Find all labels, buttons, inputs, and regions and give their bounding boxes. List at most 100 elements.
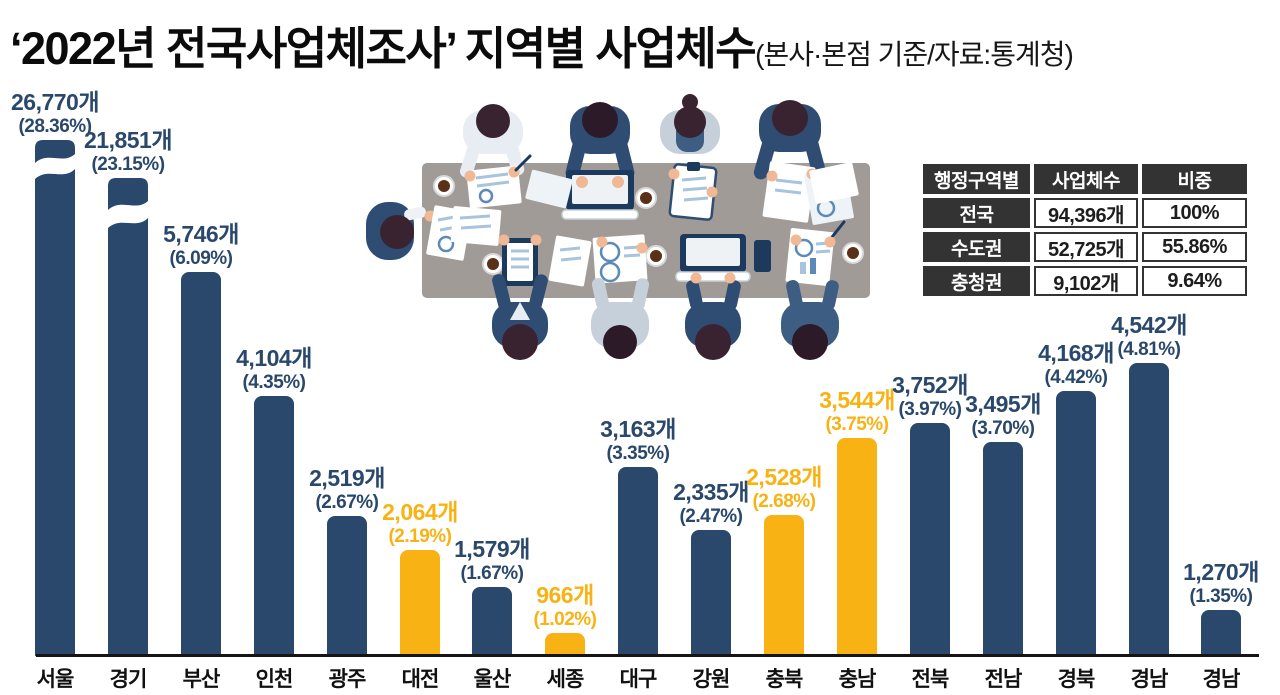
bar-percent: (2.68%): [752, 491, 816, 512]
bar-value: 3,495개: [965, 391, 1041, 417]
axis-label-경기: 경기: [109, 668, 148, 691]
bar-value: 26,770개: [10, 89, 100, 115]
bar-value: 21,851개: [83, 127, 173, 153]
bar-value: 3,544개: [819, 387, 895, 413]
bar-label-강원: 2,335개 (2.47%): [646, 479, 776, 528]
table-row-label: 수도권: [923, 232, 1030, 262]
axis-label-울산: 울산: [473, 668, 512, 691]
coffee-cup-icon: [433, 175, 864, 275]
summary-table: 행정구역별 사업체수 비중 전국 94,396개 100% 수도권 52,725개 55.86%…: [923, 164, 1247, 296]
clipboard-icon: [668, 162, 718, 221]
bar-value: 5,746개: [163, 221, 239, 247]
axis-label-충북: 충북: [765, 668, 804, 691]
axis-label-충남: 충남: [838, 668, 877, 691]
bar-label-대전: 2,064개 (2.19%): [355, 499, 485, 548]
bar-label-충남: 3,544개 (3.75%): [792, 387, 922, 436]
bar-label-전북: 3,752개 (3.97%): [865, 372, 995, 421]
bar-전북: [910, 423, 950, 656]
bar-label-세종: 966개 (1.02%): [500, 582, 630, 631]
person-icon: [492, 234, 548, 360]
bar-percent: (6.09%): [169, 248, 233, 269]
bar-percent: (4.35%): [242, 372, 306, 393]
bar-경남: [1201, 610, 1241, 656]
bar-광주: [327, 516, 367, 656]
bar-percent: (1.67%): [460, 563, 524, 584]
person-icon: [591, 234, 650, 359]
bar-label-인천: 4,104개 (4.35%): [209, 345, 339, 394]
table-row-share: 9.64%: [1142, 266, 1247, 296]
bar-value: 2,528개: [746, 464, 822, 490]
table-row-share: 55.86%: [1142, 232, 1247, 262]
bar-value: 2,335개: [673, 479, 749, 505]
bar-percent: (4.81%): [1117, 339, 1181, 360]
bar-value: 4,104개: [236, 345, 312, 371]
bar-강원: [691, 530, 731, 656]
axis-label-부산: 부산: [182, 668, 221, 691]
person-icon: [366, 202, 472, 261]
axis-label-인천: 인천: [255, 668, 294, 691]
person-icon: [561, 102, 639, 220]
bar-label-울산: 1,579개 (1.67%): [427, 536, 557, 585]
bar-percent: (3.75%): [825, 414, 889, 435]
bar-percent: (2.47%): [679, 506, 743, 527]
bar-percent: (3.70%): [971, 418, 1035, 439]
bar-value: 2,064개: [382, 499, 458, 525]
bar-충북: [764, 515, 804, 656]
axis-label-전남: 전남: [984, 668, 1023, 691]
axis-label-경북: 경북: [1057, 668, 1096, 691]
bar-충남: [837, 438, 877, 656]
person-icon: [459, 104, 532, 209]
x-axis-line: [36, 654, 1259, 657]
bar-label-경남: 1,270개 (1.35%): [1156, 559, 1280, 608]
table-header-1: 사업체수: [1034, 164, 1138, 194]
bar-울산: [472, 587, 512, 656]
bar-경북: [1056, 391, 1096, 656]
axis-label-대구: 대구: [619, 668, 658, 691]
person-icon: [675, 234, 771, 360]
bar-대구: [618, 467, 658, 656]
person-icon: [781, 220, 846, 360]
title-main-text: ‘2022년 전국사업체조사’ 지역별 사업체수: [10, 23, 757, 74]
bar-percent: (1.02%): [533, 609, 597, 630]
bar-서울: [35, 140, 75, 656]
axis-label-전북: 전북: [911, 668, 950, 691]
bar-인천: [254, 396, 294, 656]
axis-label-세종: 세종: [546, 668, 585, 691]
table-row-count: 9,102개: [1034, 266, 1138, 296]
bar-label-경북: 4,168개 (4.42%): [1011, 340, 1141, 389]
table-header-2: 비중: [1142, 164, 1247, 194]
bar-경남: [1129, 363, 1169, 656]
axis-label-강원: 강원: [692, 668, 731, 691]
bar-value: 3,163개: [600, 416, 676, 442]
bar-경기: [108, 178, 148, 656]
bar-label-경기: 21,851개 (23.15%): [63, 127, 193, 176]
bar-label-부산: 5,746개 (6.09%): [136, 221, 266, 270]
meeting-illustration: [366, 94, 870, 360]
table-row-count: 52,725개: [1034, 232, 1138, 262]
bar-value: 4,542개: [1111, 312, 1187, 338]
paper-icon: [450, 162, 859, 287]
bar-value: 1,270개: [1183, 559, 1259, 585]
axis-label-대전: 대전: [401, 668, 440, 691]
bar-percent: (2.67%): [315, 492, 379, 513]
person-icon: [660, 94, 720, 221]
axis-label-경남: 경남: [1202, 668, 1241, 691]
bar-세종: [545, 633, 585, 656]
bar-label-광주: 2,519개 (2.67%): [282, 465, 412, 514]
bar-value: 3,752개: [892, 372, 968, 398]
table-row-label: 충청권: [923, 266, 1030, 296]
axis-label-경남: 경남: [1130, 668, 1169, 691]
axis-label-광주: 광주: [328, 668, 367, 691]
bar-percent: (1.35%): [1189, 586, 1253, 607]
bar-label-경남: 4,542개 (4.81%): [1084, 312, 1214, 361]
table-row-share: 100%: [1142, 198, 1247, 228]
page-title: ‘2022년 전국사업체조사’ 지역별 사업체수 (본사·본점 기준/자료:통계청…: [10, 12, 1074, 77]
phone-icon: [754, 240, 771, 272]
table-header-0: 행정구역별: [923, 164, 1030, 194]
bar-value: 2,519개: [309, 465, 385, 491]
bar-percent: (3.35%): [606, 443, 670, 464]
table-row-count: 94,396개: [1034, 198, 1138, 228]
bar-percent: (2.19%): [388, 526, 452, 547]
bar-label-서울: 26,770개 (28.36%): [0, 89, 120, 138]
